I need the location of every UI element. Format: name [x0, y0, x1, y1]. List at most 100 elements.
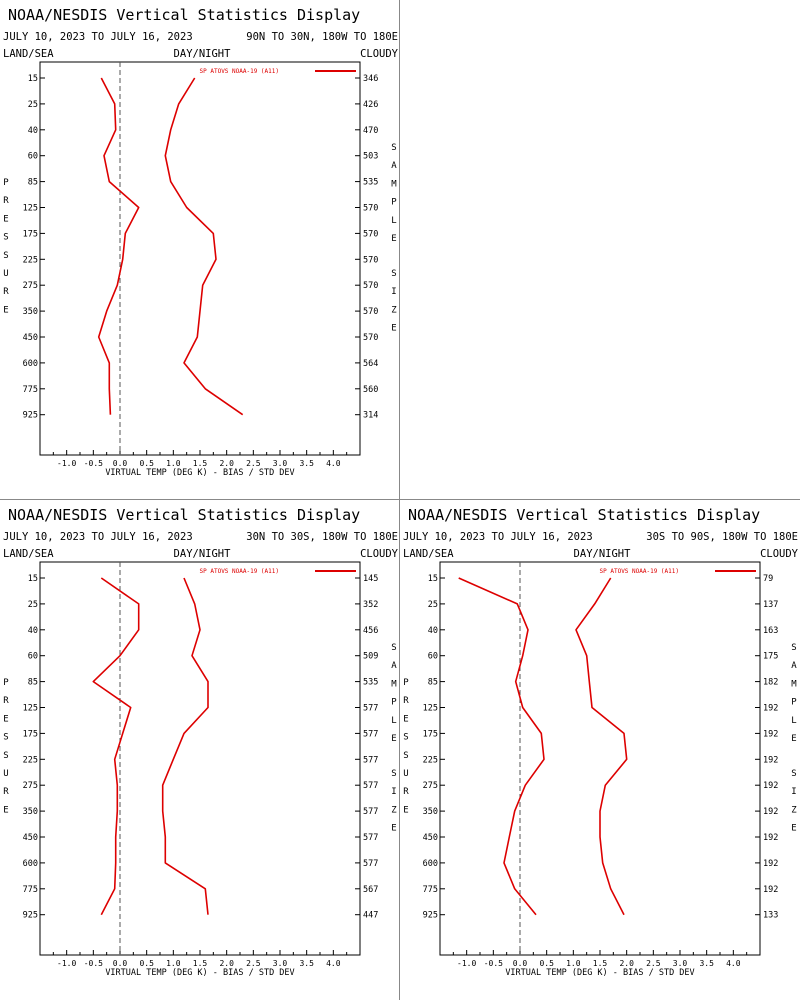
pressure-axis-letter: P	[3, 678, 9, 688]
pressure-axis-letter: R	[3, 287, 9, 297]
sample-axis-letter: E	[791, 734, 796, 744]
chart-nh: NOAA/NESDIS Vertical Statistics Display J…	[3, 6, 399, 478]
sample-axis-letter: L	[391, 216, 396, 226]
pressure-level-label: 775	[23, 385, 38, 395]
size-axis-letter: E	[791, 824, 796, 834]
horizontal-divider	[0, 499, 800, 500]
sample-size-label: 192	[763, 833, 778, 843]
pressure-axis-letter: U	[403, 769, 408, 779]
sample-size-label: 192	[763, 885, 778, 895]
sample-size-label: 79	[763, 574, 773, 584]
pressure-level-label: 275	[23, 781, 38, 791]
sample-size-label: 577	[363, 781, 378, 791]
x-axis-title: VIRTUAL TEMP (DEG K) - BIAS / STD DEV	[505, 968, 694, 978]
pressure-level-label: 40	[28, 126, 38, 136]
region-label: 30N TO 30S, 180W TO 180E	[246, 531, 398, 543]
pressure-level-label: 15	[28, 74, 38, 84]
plot-frame	[439, 561, 761, 956]
x-tick-label: 2.5	[246, 959, 261, 968]
sample-size-label: 175	[763, 652, 778, 662]
pressure-level-label: 60	[28, 152, 38, 162]
sample-axis-letter: P	[791, 698, 797, 708]
pressure-level-label: 225	[423, 755, 438, 765]
x-tick-label: -1.0	[457, 959, 476, 968]
sample-axis-letter: M	[391, 679, 397, 689]
x-tick-label: -0.5	[84, 959, 103, 968]
pressure-level-label: 175	[23, 229, 38, 239]
sample-size-label: 137	[763, 600, 778, 610]
sample-axis-letter: A	[391, 161, 397, 171]
chart-title: NOAA/NESDIS Vertical Statistics Display	[8, 506, 360, 524]
sample-size-label: 352	[363, 600, 378, 610]
x-tick-label: 2.5	[646, 959, 661, 968]
pressure-level-label: 600	[423, 859, 438, 869]
sample-size-label: 560	[363, 385, 378, 395]
pressure-level-label: 775	[23, 885, 38, 895]
pressure-level-label: 925	[23, 411, 38, 421]
size-axis-letter: Z	[791, 805, 797, 815]
pressure-axis-letter: S	[403, 733, 408, 743]
sample-size-label: 570	[363, 333, 378, 343]
sample-axis-letter: S	[391, 643, 396, 653]
sample-size-label: 192	[763, 704, 778, 714]
pressure-axis-letter: S	[3, 733, 8, 743]
pressure-level-label: 25	[28, 600, 38, 610]
bias-series-line	[92, 577, 140, 916]
pressure-axis-letter: R	[3, 696, 9, 706]
sample-axis-letter: M	[791, 679, 797, 689]
pressure-axis-letter: R	[403, 787, 409, 797]
sample-size-label: 570	[363, 281, 378, 291]
surface-label: LAND/SEA	[3, 548, 54, 560]
size-axis-letter: I	[791, 787, 796, 797]
region-label: 30S TO 90S, 180W TO 180E	[646, 531, 798, 543]
date-range: JULY 10, 2023 TO JULY 16, 2023	[3, 531, 193, 543]
size-axis-letter: I	[391, 287, 396, 297]
std-dev-series-line	[575, 577, 628, 916]
pressure-level-label: 85	[428, 678, 438, 688]
sample-size-label: 570	[363, 255, 378, 265]
pressure-axis-letter: E	[3, 214, 8, 224]
pressure-level-label: 25	[428, 600, 438, 610]
sample-axis-letter: A	[791, 661, 797, 671]
pressure-axis-letter: U	[3, 269, 8, 279]
sample-size-label: 447	[363, 911, 378, 921]
sample-size-label: 346	[363, 74, 378, 84]
size-axis-letter: Z	[391, 805, 397, 815]
time-of-day-label: DAY/NIGHT	[174, 48, 232, 60]
sample-size-label: 145	[363, 574, 378, 584]
region-label: 90N TO 30N, 180W TO 180E	[246, 31, 398, 43]
pressure-axis-letter: S	[403, 751, 408, 761]
size-axis-letter: Z	[391, 305, 397, 315]
size-axis-letter: S	[791, 769, 796, 779]
x-tick-label: 1.0	[166, 959, 181, 968]
surface-label: LAND/SEA	[403, 548, 454, 560]
sample-size-label: 535	[363, 678, 378, 688]
x-tick-label: 3.0	[273, 459, 288, 468]
x-tick-label: 0.5	[139, 459, 154, 468]
pressure-level-label: 225	[23, 755, 38, 765]
x-tick-label: 2.5	[246, 459, 261, 468]
x-tick-label: 4.0	[726, 959, 741, 968]
chart-sh: NOAA/NESDIS Vertical Statistics Display J…	[403, 506, 799, 978]
sample-size-label: 577	[363, 729, 378, 739]
pressure-level-label: 450	[23, 333, 38, 343]
sample-axis-letter: E	[391, 234, 396, 244]
x-tick-label: 2.0	[619, 959, 634, 968]
date-range: JULY 10, 2023 TO JULY 16, 2023	[3, 31, 193, 43]
sample-size-label: 182	[763, 678, 778, 688]
pressure-level-label: 925	[23, 911, 38, 921]
sample-size-label: 577	[363, 807, 378, 817]
pressure-axis-letter: S	[3, 251, 8, 261]
pressure-level-label: 40	[428, 626, 438, 636]
sample-size-label: 426	[363, 100, 378, 110]
pressure-axis-letter: P	[403, 678, 409, 688]
x-tick-label: 0.5	[139, 959, 154, 968]
x-tick-label: 3.5	[299, 959, 314, 968]
legend-label: SP ATOVS NOAA-19 (A11)	[200, 568, 279, 575]
x-tick-label: 3.0	[273, 959, 288, 968]
std-dev-series-line	[161, 577, 209, 915]
pressure-axis-letter: P	[3, 178, 9, 188]
chart-title: NOAA/NESDIS Vertical Statistics Display	[408, 506, 760, 524]
pressure-level-label: 450	[423, 833, 438, 843]
x-tick-label: 4.0	[326, 959, 341, 968]
